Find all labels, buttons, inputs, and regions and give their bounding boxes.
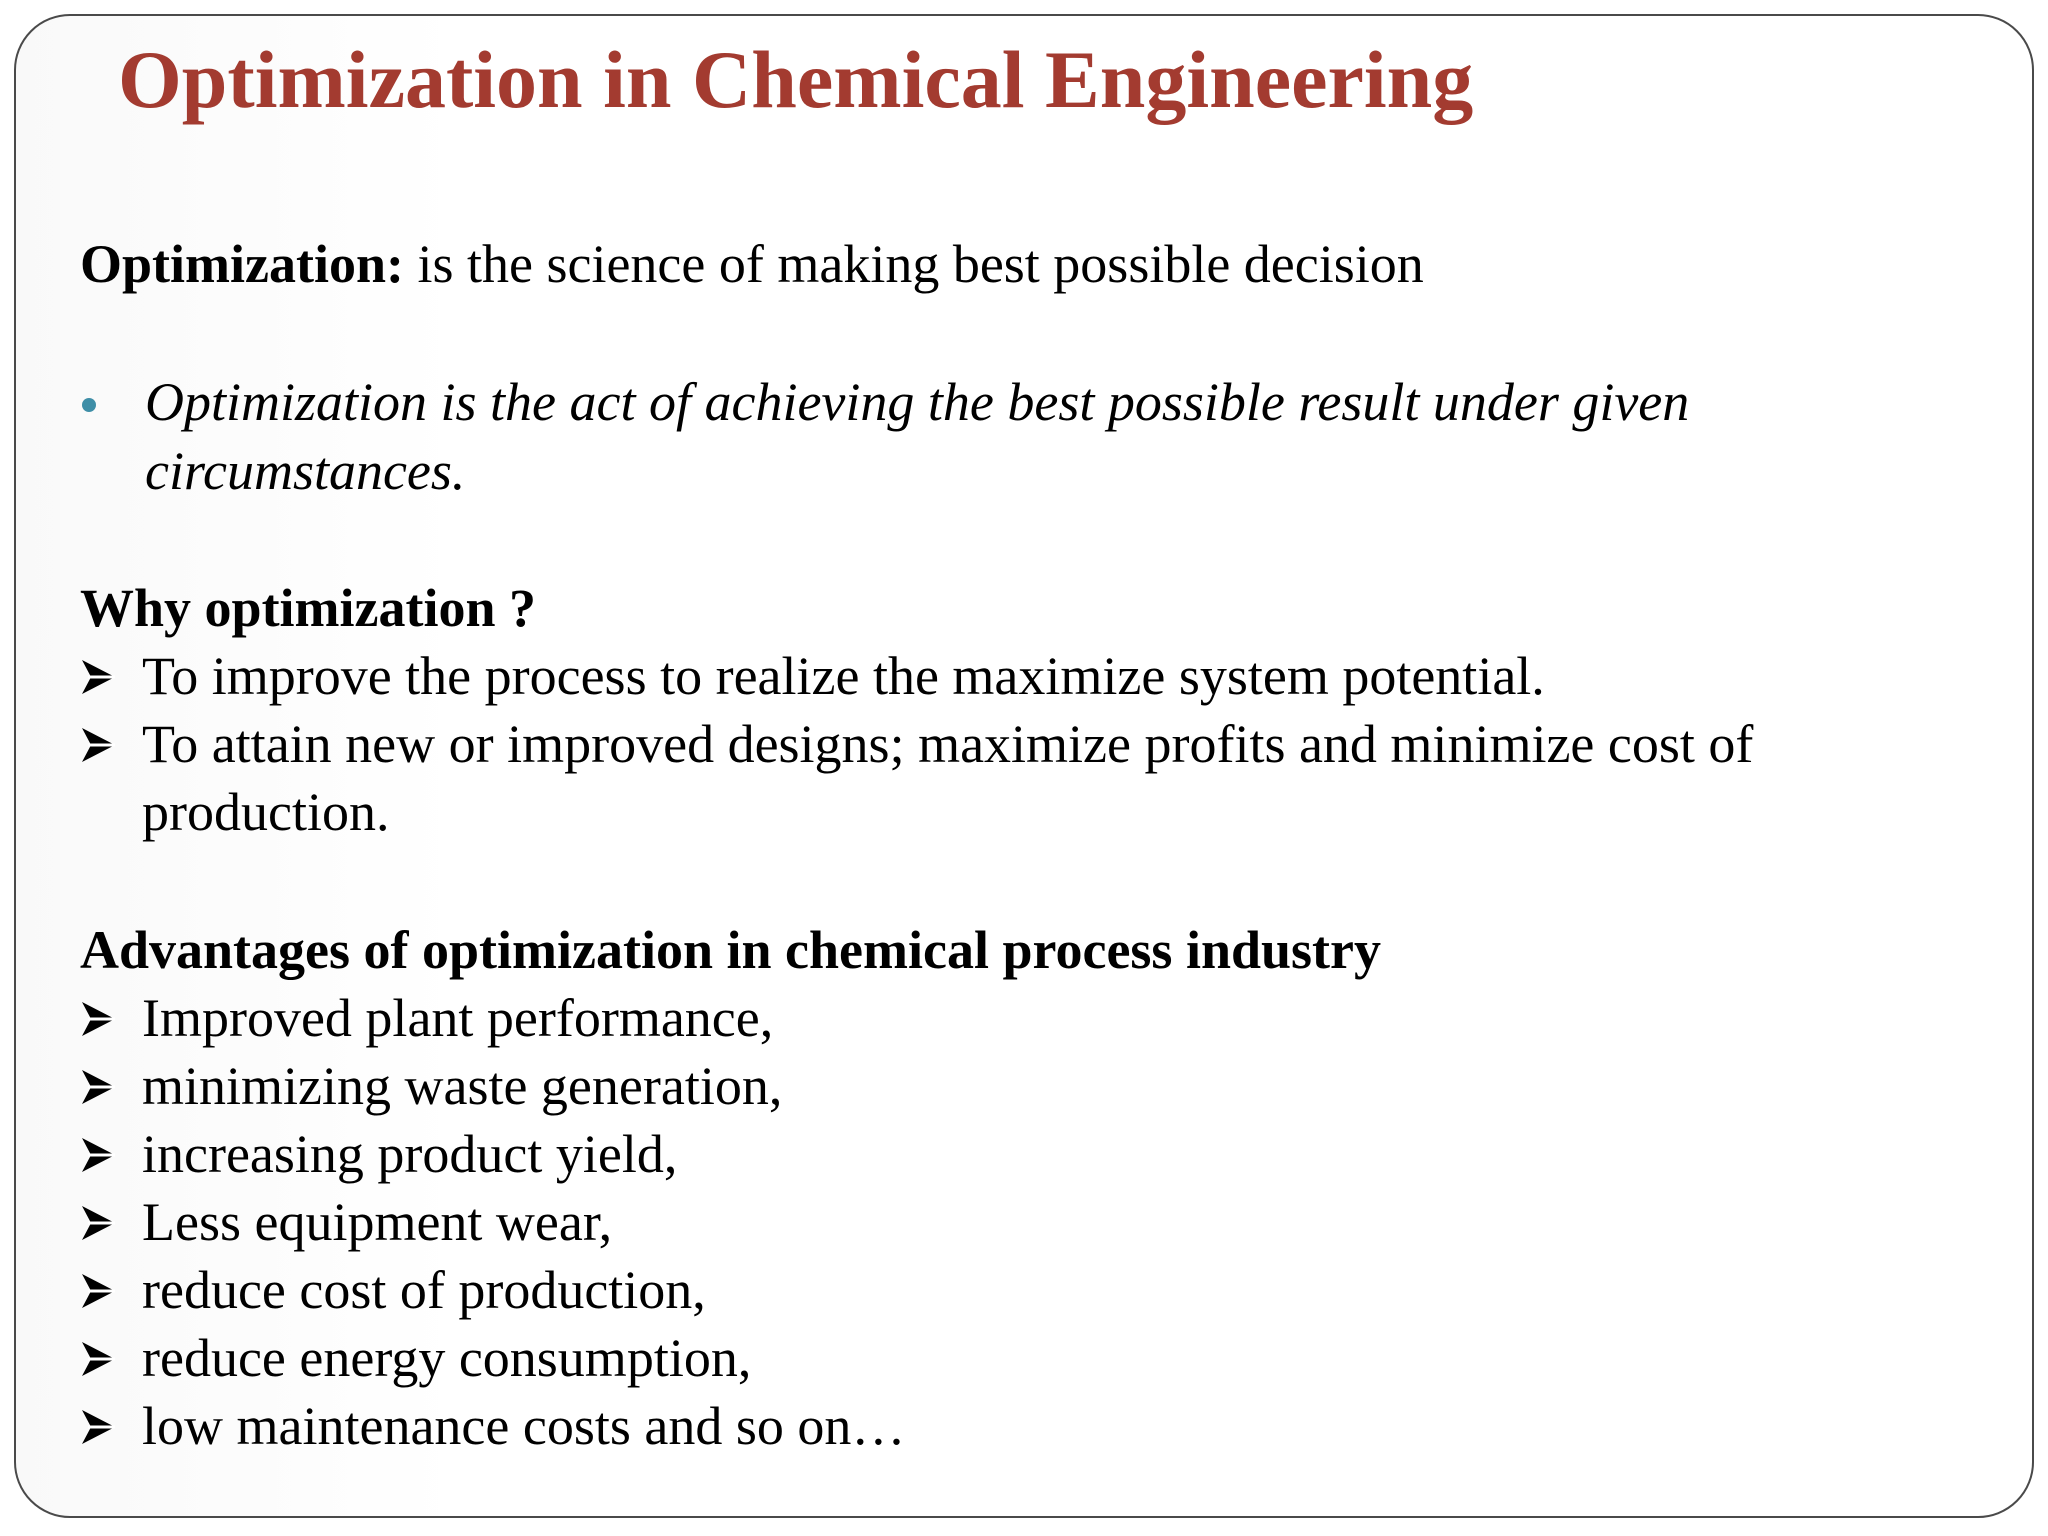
arrow-bullet-icon <box>78 1339 118 1379</box>
advantage-item: Less equipment wear, <box>142 1192 613 1252</box>
why-item-continuation: production. <box>142 782 390 842</box>
arrow-bullet-icon <box>78 999 118 1039</box>
arrow-bullet-icon <box>78 1135 118 1175</box>
arrow-bullet-icon <box>78 725 118 765</box>
quote-line-1: Optimization is the act of achieving the… <box>145 372 1690 432</box>
why-item: To attain new or improved designs; maxim… <box>142 714 1754 774</box>
advantage-item: increasing product yield, <box>142 1124 678 1184</box>
definition-line: Optimization: is the science of making b… <box>80 230 1424 298</box>
arrow-bullet-icon <box>78 1067 118 1107</box>
slide-title: Optimization in Chemical Engineering <box>118 34 1474 125</box>
definition-text: is the science of making best possible d… <box>403 234 1424 294</box>
advantage-item: Improved plant performance, <box>142 988 774 1048</box>
slide-frame <box>14 14 2034 1518</box>
why-heading: Why optimization ? <box>80 578 537 638</box>
arrow-bullet-icon <box>78 1407 118 1447</box>
quote-line-2: circumstances. <box>145 441 466 501</box>
definition-term: Optimization: <box>80 234 404 294</box>
advantage-item: reduce energy consumption, <box>142 1328 752 1388</box>
arrow-bullet-icon <box>78 657 118 697</box>
advantages-heading: Advantages of optimization in chemical p… <box>80 920 1382 980</box>
bullet-dot-icon <box>82 398 96 412</box>
advantage-item: minimizing waste generation, <box>142 1056 783 1116</box>
advantage-item: low maintenance costs and so on… <box>142 1396 906 1456</box>
why-item: To improve the process to realize the ma… <box>142 646 1545 706</box>
arrow-bullet-icon <box>78 1271 118 1311</box>
advantage-item: reduce cost of production, <box>142 1260 706 1320</box>
arrow-bullet-icon <box>78 1203 118 1243</box>
